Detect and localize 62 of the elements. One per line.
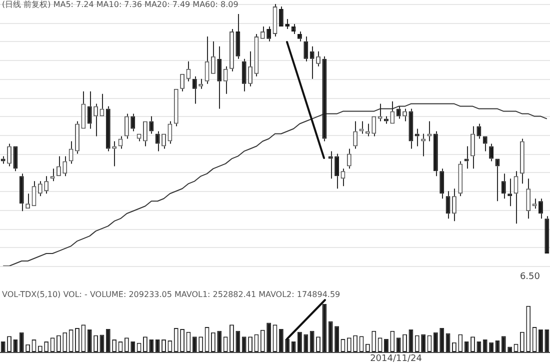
candlestick <box>508 178 512 207</box>
candlestick <box>464 146 469 170</box>
candlestick <box>50 168 55 182</box>
candlestick <box>94 103 98 137</box>
candlestick <box>0 156 6 164</box>
candlestick <box>440 168 444 200</box>
candlestick <box>476 123 482 140</box>
candlestick <box>130 113 136 132</box>
candlestick <box>44 176 49 194</box>
candlestick <box>223 66 228 94</box>
candlestick <box>19 173 24 212</box>
text: 2014/11/24 <box>370 354 422 364</box>
candlestick <box>248 50 253 87</box>
candlestick <box>38 180 42 197</box>
candlestick <box>433 130 438 177</box>
candlestick <box>242 58 246 92</box>
candlestick <box>316 50 320 67</box>
candlestick <box>470 126 475 170</box>
candlestick <box>396 106 401 120</box>
candlestick <box>328 150 333 180</box>
candlestick <box>538 198 543 220</box>
candlestick <box>236 13 240 60</box>
candlestick <box>526 178 531 220</box>
candlestick <box>68 140 74 164</box>
chart-title: (日线 前复权) MA5: 7.24 MA10: 7.36 MA20: 7.49 MA60: 8.09 <box>2 0 238 10</box>
candlestick <box>489 143 494 162</box>
candlestick <box>217 46 222 110</box>
candlestick <box>168 120 172 144</box>
candlestick <box>112 140 117 167</box>
candlestick <box>149 116 154 134</box>
candlestick <box>310 46 314 80</box>
candlestick <box>230 28 234 72</box>
candlestick <box>346 148 352 170</box>
candlestick <box>408 108 414 150</box>
candlestick <box>501 173 506 200</box>
candlestick <box>421 133 426 157</box>
candlestick <box>353 120 358 150</box>
candlestick <box>106 106 110 152</box>
candlestick <box>304 36 308 62</box>
candlestick <box>7 143 12 167</box>
candlestick <box>254 33 259 77</box>
candlestick <box>520 138 524 184</box>
chart-title: VOL-TDX(5,10) VOL: - VOLUME: 209233.05 MAVOL1: 252882.41 MAVOL2: 174894.59 <box>2 290 340 300</box>
candlestick <box>266 26 272 42</box>
candlestick <box>62 156 68 177</box>
candlestick <box>458 160 463 197</box>
candlestick <box>87 90 92 130</box>
candlestick <box>75 120 80 154</box>
candlestick <box>192 76 197 104</box>
candlestick <box>285 18 290 30</box>
candlestick <box>532 198 537 210</box>
candlestick <box>198 78 204 90</box>
candlestick <box>446 190 450 220</box>
candlestick <box>155 130 160 152</box>
candlestick <box>334 153 340 190</box>
text: 6.50 <box>520 272 540 282</box>
candlestick <box>384 116 388 124</box>
candlestick <box>452 188 456 222</box>
candlestick <box>297 30 302 42</box>
candlestick <box>291 23 296 34</box>
candlestick <box>402 108 407 122</box>
candlestick <box>124 113 129 140</box>
